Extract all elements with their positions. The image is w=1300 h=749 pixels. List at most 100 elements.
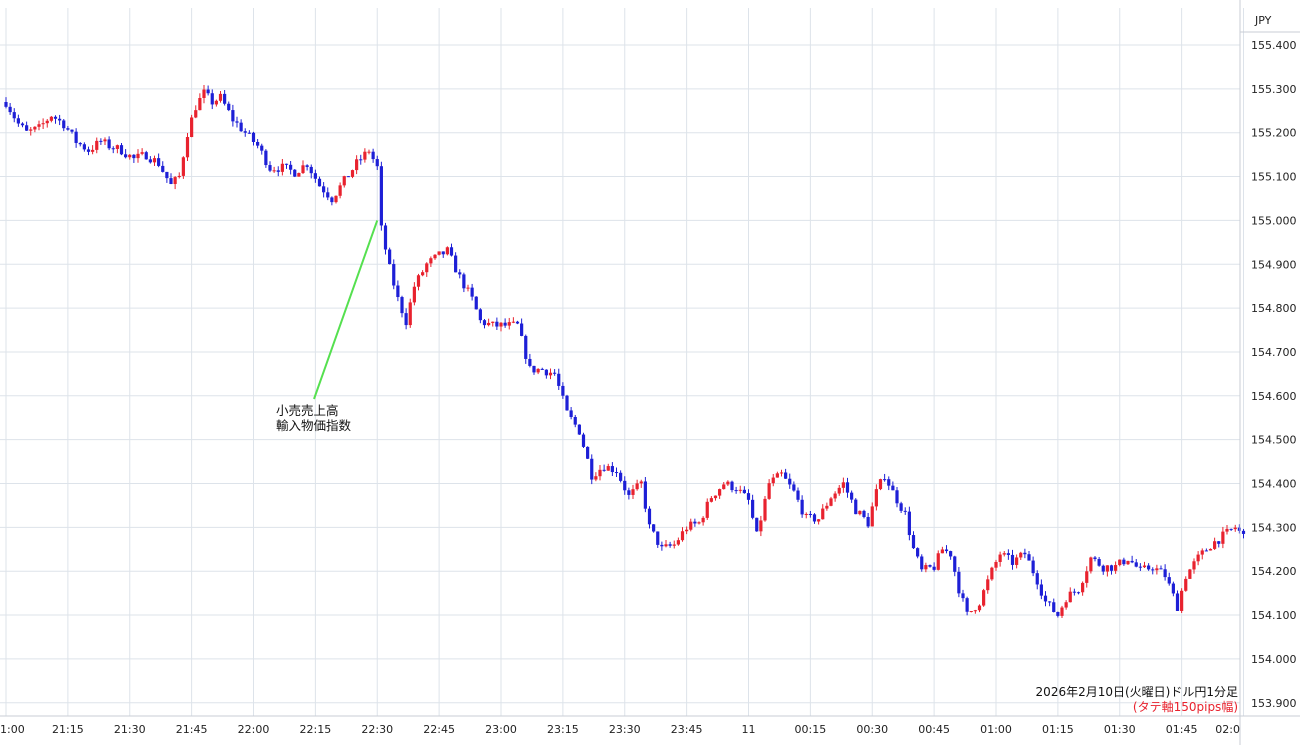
- candle-body: [363, 151, 367, 160]
- candle-body: [697, 522, 701, 524]
- candle-body: [495, 321, 499, 327]
- candle-body: [322, 186, 326, 193]
- candle-body: [470, 287, 474, 297]
- candle-body: [1171, 583, 1175, 594]
- candle-body: [404, 313, 408, 326]
- time-tick-label: 00:30: [856, 723, 888, 736]
- candle-body: [1147, 565, 1151, 570]
- candle-body: [388, 249, 392, 265]
- candle-body: [202, 89, 206, 99]
- candle-body: [177, 175, 181, 178]
- candle-body: [433, 254, 437, 259]
- candle-body: [70, 129, 74, 132]
- candle-body: [689, 521, 693, 530]
- candle-body: [1200, 550, 1204, 555]
- candle-body: [1237, 527, 1241, 531]
- candle-body: [883, 479, 887, 481]
- candle-body: [598, 469, 602, 477]
- candle-body: [986, 579, 990, 591]
- candle-body: [392, 264, 396, 286]
- candle-body: [1027, 554, 1031, 561]
- candle-body: [16, 118, 20, 124]
- candle-body: [1085, 571, 1089, 583]
- candle-body: [396, 285, 400, 298]
- candle-body: [709, 498, 713, 502]
- candle-body: [953, 556, 957, 572]
- candle-body: [1081, 582, 1085, 593]
- candle-body: [515, 321, 520, 324]
- candle-body: [668, 544, 672, 546]
- price-tick-label: 154.400: [1251, 478, 1297, 491]
- candle-body: [375, 159, 379, 167]
- candle-body: [911, 535, 916, 549]
- candle-body: [383, 225, 388, 250]
- candle-body: [973, 610, 977, 612]
- candle-body: [355, 159, 359, 171]
- candle-body: [1241, 530, 1246, 534]
- time-tick-label: 22:00: [238, 723, 270, 736]
- candle-body: [293, 169, 297, 177]
- candle-body: [1188, 569, 1192, 579]
- candle-body: [1159, 568, 1163, 570]
- time-tick-label: 23:00: [485, 723, 517, 736]
- candle-body: [198, 98, 202, 111]
- price-tick-label: 155.300: [1251, 83, 1297, 96]
- candle-body: [1134, 562, 1138, 567]
- candle-body: [49, 116, 53, 121]
- candle-body: [1163, 569, 1167, 578]
- candle-body: [693, 521, 697, 524]
- candle-body: [1035, 573, 1039, 585]
- candle-body: [590, 458, 594, 480]
- candle-body: [565, 395, 569, 411]
- candle-body: [639, 481, 643, 484]
- candle-body: [124, 154, 128, 158]
- candle-body: [854, 499, 858, 515]
- candle-body: [256, 141, 260, 146]
- candle-body: [895, 490, 899, 504]
- candle-body: [784, 472, 788, 479]
- candle-body: [247, 132, 251, 134]
- candle-body: [544, 369, 548, 376]
- candle-body: [949, 551, 953, 557]
- candle-body: [656, 531, 660, 545]
- candle-body: [676, 540, 680, 545]
- candle-body: [808, 513, 812, 515]
- candle-body: [334, 195, 338, 203]
- candle-body: [858, 510, 862, 515]
- candle-body: [284, 163, 289, 165]
- candle-body: [210, 93, 214, 105]
- candle-body: [1019, 552, 1023, 558]
- candle-body: [998, 554, 1002, 562]
- candle-body: [1076, 592, 1081, 594]
- candle-body: [491, 321, 495, 323]
- candle-body: [887, 479, 891, 486]
- candle-body: [503, 322, 507, 326]
- candle-body: [1093, 557, 1097, 560]
- candle-body: [821, 508, 825, 520]
- candle-body: [41, 123, 45, 125]
- candle-body: [936, 553, 940, 570]
- candle-body: [982, 590, 986, 606]
- candle-body: [1155, 568, 1159, 571]
- candle-body: [346, 176, 350, 178]
- candle-body: [961, 593, 965, 599]
- time-tick-label: 21:45: [176, 723, 208, 736]
- candle-body: [722, 484, 726, 490]
- candle-body: [437, 251, 441, 255]
- candle-body: [870, 506, 874, 527]
- candle-body: [1196, 554, 1200, 562]
- candle-body: [1118, 559, 1122, 566]
- candle-body: [1101, 565, 1105, 572]
- price-tick-label: 155.200: [1251, 127, 1297, 140]
- candle-body: [379, 166, 383, 226]
- candle-body: [751, 499, 755, 518]
- candle-body: [359, 159, 363, 161]
- candle-body: [466, 287, 470, 289]
- price-axis: 153.900 154.000 154.100 154.200 154.300 154.4…: [1239, 0, 1300, 745]
- time-tick-label: 22:45: [423, 723, 455, 736]
- candle-body: [1208, 548, 1213, 551]
- candle-body: [181, 157, 185, 176]
- time-tick-label: 1:00: [0, 723, 25, 736]
- candle-body: [664, 544, 668, 547]
- candle-body: [812, 514, 817, 522]
